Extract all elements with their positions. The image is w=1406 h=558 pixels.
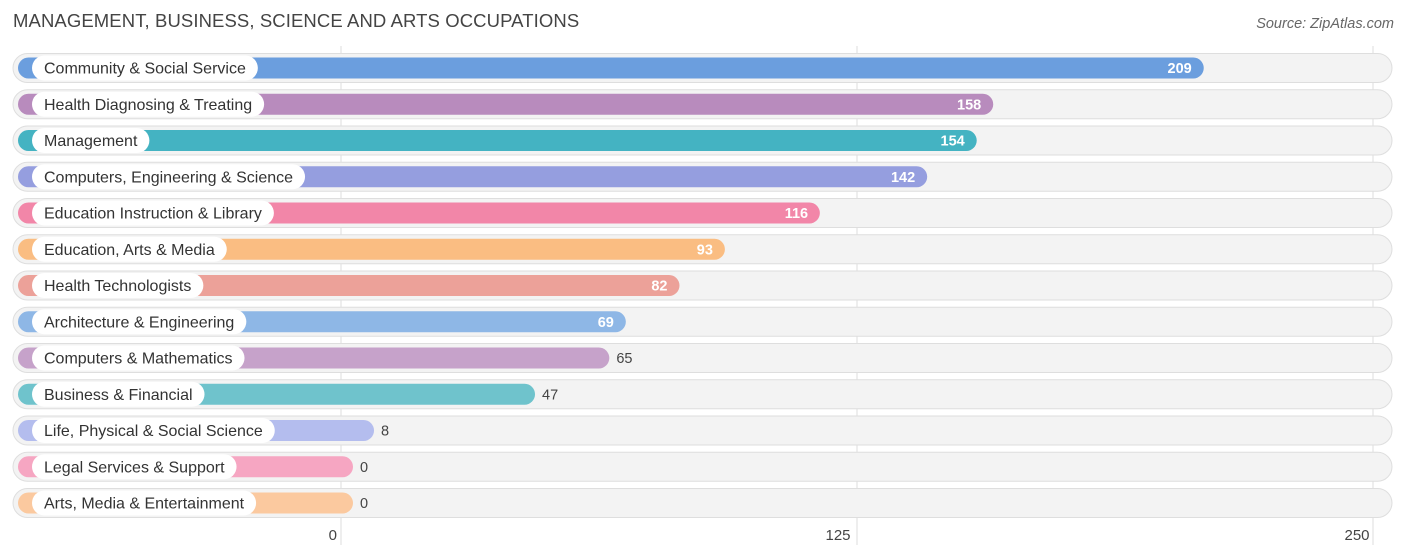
category-label-pill [32, 490, 257, 516]
bar-row: Life, Physical & Social Science 8 [12, 415, 1393, 446]
value-label: 209 [1168, 61, 1192, 77]
category-label-pill [32, 418, 275, 443]
category-label: Legal Services & Support [44, 459, 225, 476]
category-label-pill [32, 236, 227, 262]
value-label: 47 [542, 387, 558, 403]
chart-title: MANAGEMENT, BUSINESS, SCIENCE AND ARTS O… [13, 10, 580, 31]
value-label: 82 [651, 279, 667, 295]
category-label: Architecture & Engineering [44, 314, 234, 331]
category-label: Computers, Engineering & Science [44, 169, 293, 186]
value-label: 65 [616, 351, 632, 367]
value-label: 69 [598, 315, 614, 331]
bar-row: Education, Arts & Media 93 [12, 234, 1393, 265]
category-label-pill [32, 345, 245, 371]
value-label: 154 [941, 134, 965, 150]
bar-row: Computers & Mathematics 65 [12, 343, 1393, 373]
category-label-pill [32, 128, 150, 153]
category-label: Education Instruction & Library [44, 206, 262, 223]
category-label: Life, Physical & Social Science [44, 423, 263, 440]
category-label-pill [32, 454, 237, 480]
category-label-pill [32, 55, 258, 81]
bar-row: Education Instruction & Library 116 [12, 198, 1393, 228]
bar-row: Computers, Engineering & Science 142 [12, 161, 1393, 192]
bar-track [12, 451, 1393, 482]
x-tick-label: 0 [329, 527, 337, 544]
bar-row: Community & Social Service 209 [12, 53, 1393, 83]
value-label: 0 [360, 460, 368, 476]
category-label: Health Technologists [44, 278, 191, 295]
value-label: 158 [957, 97, 981, 113]
category-label: Computers & Mathematics [44, 351, 233, 368]
bar [18, 130, 977, 151]
category-label: Arts, Media & Entertainment [44, 496, 245, 513]
bar-row: Arts, Media & Entertainment 0 [12, 488, 1393, 518]
bar-row: Management 154 [12, 125, 1393, 156]
category-label: Health Diagnosing & Treating [44, 97, 252, 114]
category-label: Management [44, 133, 138, 150]
category-label-pill [32, 164, 306, 190]
x-tick-label: 125 [825, 527, 850, 544]
bar-row: Health Technologists 82 [12, 270, 1393, 301]
bar-track [12, 488, 1393, 518]
bar-rows: Community & Social Service 209 Health Diag… [12, 53, 1393, 518]
category-label-pill [32, 273, 204, 298]
category-label: Education, Arts & Media [44, 242, 215, 259]
category-label: Community & Social Service [44, 61, 246, 78]
value-label: 93 [697, 242, 713, 258]
x-tick-label: 250 [1344, 527, 1369, 544]
source-credit: Source: ZipAtlas.com [1256, 16, 1394, 32]
value-label: 142 [891, 170, 915, 186]
bar-row: Business & Financial 47 [12, 379, 1393, 410]
category-label-pill [32, 91, 265, 117]
value-label: 8 [381, 424, 389, 440]
bar-row: Architecture & Engineering 69 [12, 306, 1393, 337]
bar-row: Legal Services & Support 0 [12, 451, 1393, 482]
category-label: Business & Financial [44, 387, 193, 404]
category-label-pill [32, 200, 274, 226]
bar-row: Health Diagnosing & Treating 158 [12, 89, 1393, 120]
category-label-pill [32, 309, 247, 335]
bar [18, 57, 1204, 79]
x-axis-ticks: 0 125 250 [329, 527, 1370, 544]
category-label-pill [32, 381, 205, 407]
value-label: 116 [785, 206, 808, 222]
value-label: 0 [360, 496, 368, 512]
